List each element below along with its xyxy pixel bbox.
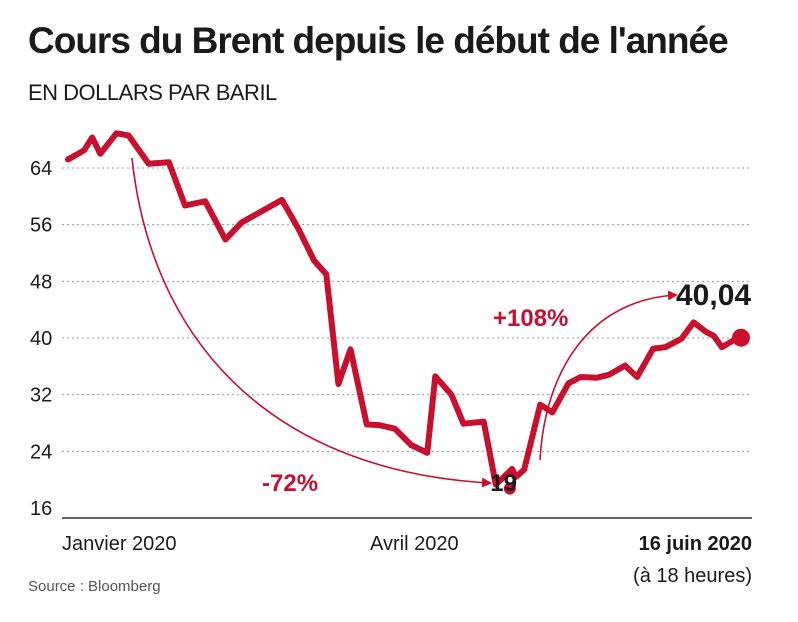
y-tick-label-48: 48 [30,271,52,293]
chart-subtitle: EN DOLLARS PAR BARIL [28,80,277,105]
low-point-marker [503,482,516,495]
y-tick-label-16: 16 [30,498,52,520]
chart-title: Cours du Brent depuis le début de l'anné… [28,20,729,61]
drop-arrow [131,157,492,488]
y-tick-label-56: 56 [30,215,52,237]
y-tick-label-64: 64 [30,158,52,180]
low-value-label: 19 [490,470,517,497]
source-note: Source : Bloomberg [28,578,161,595]
x-tick-label-april: Avril 2020 [370,533,459,555]
y-tick-label-40: 40 [30,328,52,350]
y-axis-ticks: 64 56 48 40 32 24 16 [30,158,52,520]
drop-percent-label: -72% [262,470,318,497]
x-end-time-label: (à 18 heures) [633,565,752,587]
x-tick-label-january: Janvier 2020 [62,533,177,555]
y-tick-label-32: 32 [30,385,52,407]
brent-price-line [65,130,741,488]
change-arrows [131,157,678,488]
end-value-label: 40,04 [676,279,751,312]
rise-arrow [539,290,678,461]
y-tick-label-24: 24 [30,441,52,463]
x-end-date-label: 16 juin 2020 [639,533,752,555]
rise-percent-label: +108% [493,305,568,332]
end-point-marker [732,328,750,347]
grid-lines [62,167,752,452]
